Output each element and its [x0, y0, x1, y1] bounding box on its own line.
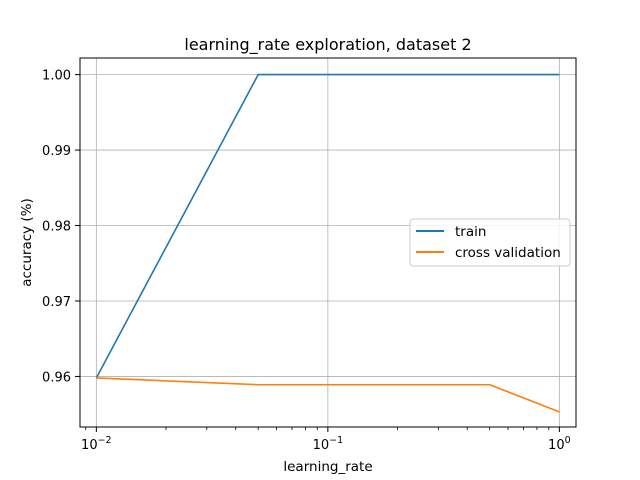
- legend: train cross validation: [409, 218, 571, 267]
- axis-ticks: 10−2 10−1 100 0.96 0.97 0.98 0.99 1.00: [42, 69, 571, 453]
- series-lines: [95, 73, 560, 413]
- x-tick-label: 10−1: [313, 435, 344, 453]
- y-tick-label: 0.98: [42, 220, 71, 235]
- x-axis-label: learning_rate: [283, 459, 372, 475]
- legend-box: [409, 218, 571, 267]
- legend-label-cross-validation: cross validation: [455, 245, 561, 261]
- y-axis-label: accuracy (%): [19, 198, 35, 287]
- x-tick-label: 100: [548, 435, 571, 453]
- y-tick-label: 0.97: [42, 295, 71, 310]
- legend-label-train: train: [455, 224, 486, 240]
- series-line-train: [95, 73, 560, 379]
- series-line-cross-validation: [96, 377, 560, 413]
- x-tick-label: 10−2: [81, 435, 112, 453]
- y-tick-label: 1.00: [42, 69, 71, 84]
- y-tick-label: 0.96: [42, 370, 71, 385]
- y-tick-label: 0.99: [42, 144, 71, 159]
- chart-title: learning_rate exploration, dataset 2: [184, 35, 471, 55]
